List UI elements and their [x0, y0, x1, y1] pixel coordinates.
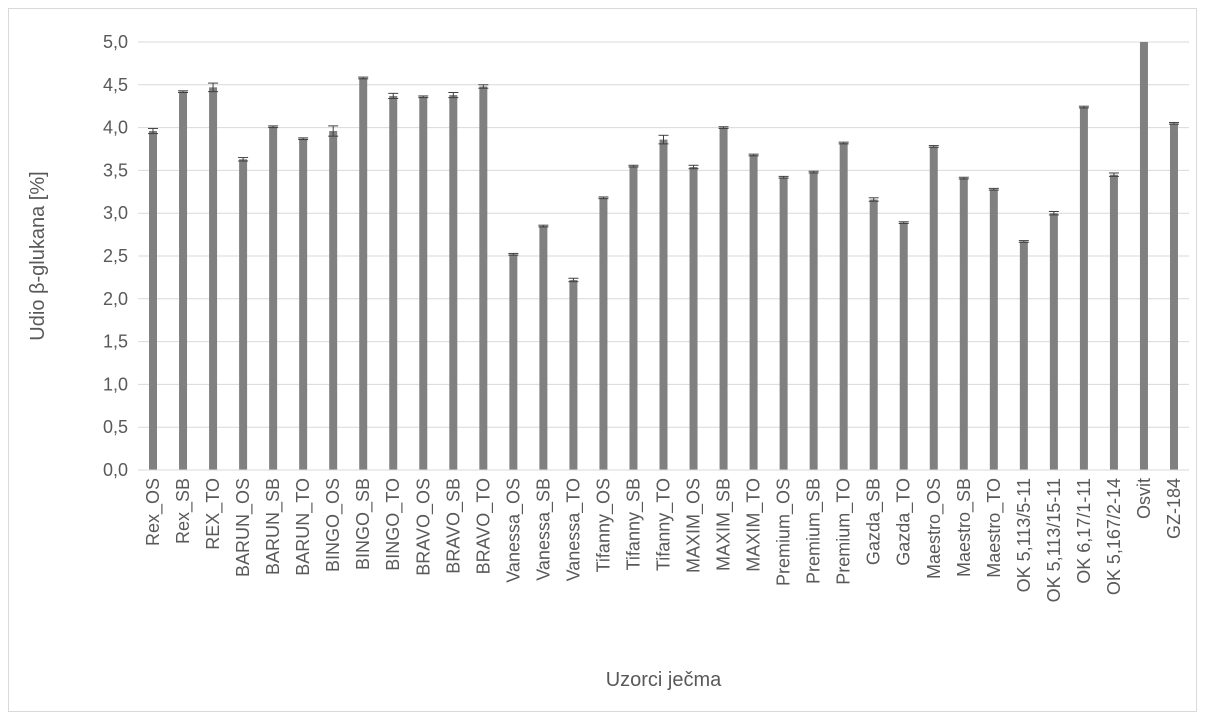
- error-bars: [148, 76, 1179, 283]
- x-tick-label: OK 5,167/2-14: [1104, 478, 1124, 595]
- bar: [839, 143, 848, 470]
- bar: [479, 86, 488, 471]
- x-tick-label: BRAVO_OS: [413, 478, 434, 576]
- x-tick-label: MAXIM_SB: [714, 478, 735, 571]
- x-tick-label: Rex_SB: [173, 478, 194, 544]
- bar: [749, 154, 758, 470]
- bar: [629, 166, 638, 470]
- bar: [1139, 42, 1148, 470]
- y-axis-ticks: 0,0 0,5 1,0 1,5 2,0 2,5 3,0 3,5 4,0 4,5 5,0: [103, 32, 128, 480]
- y-tick-label: 2,0: [103, 289, 128, 309]
- bar: [509, 254, 518, 470]
- bar: [689, 166, 698, 470]
- x-tick-label: GZ-184: [1164, 478, 1184, 539]
- x-tick-label: Maestro_TO: [984, 478, 1005, 578]
- bar: [719, 127, 728, 470]
- x-tick-label: OK 5,113/15-11: [1044, 478, 1064, 602]
- x-tick-label: OK 6,17/1-11: [1074, 478, 1094, 584]
- y-tick-label: 1,0: [103, 374, 128, 394]
- y-tick-label: 3,5: [103, 160, 128, 180]
- x-axis-ticks: Rex_OS Rex_SB REX_TO BARUN_OS BARUN_SB BARUN_…: [143, 478, 1184, 602]
- x-tick-label: MAXIM_TO: [744, 478, 765, 572]
- x-tick-label: BARUN_TO: [293, 478, 314, 576]
- x-tick-label: BRAVO_TO: [473, 478, 494, 574]
- x-tick-label: Vanessa_SB: [533, 478, 554, 581]
- bar: [449, 95, 458, 471]
- bar: [1019, 241, 1028, 470]
- bar: [599, 197, 608, 471]
- y-tick-label: 2,5: [103, 246, 128, 266]
- bar: [1109, 174, 1118, 470]
- bar: [389, 95, 398, 470]
- y-tick-label: 1,5: [103, 332, 128, 352]
- x-tick-label: Premium_SB: [804, 478, 825, 584]
- bar: [359, 77, 368, 471]
- bar: [929, 146, 938, 470]
- bar: [269, 126, 278, 470]
- bar: [809, 172, 818, 470]
- bar: [149, 131, 158, 471]
- y-tick-label: 4,5: [103, 75, 128, 95]
- bar: [329, 131, 338, 471]
- x-tick-label: MAXIM_OS: [684, 478, 705, 573]
- bar: [419, 96, 428, 470]
- y-tick-label: 0,0: [103, 460, 128, 480]
- x-tick-label: Gazda_TO: [894, 478, 915, 566]
- y-tick-label: 0,5: [103, 417, 128, 437]
- bar: [539, 226, 548, 470]
- x-tick-label: Osvit: [1134, 478, 1154, 519]
- x-tick-label: Vanessa_OS: [503, 478, 524, 583]
- y-tick-label: 3,0: [103, 203, 128, 223]
- x-tick-label: BINGO_OS: [323, 478, 344, 572]
- bar: [659, 139, 668, 471]
- bar: [299, 138, 308, 470]
- x-tick-label: Tifanny_TO: [654, 478, 675, 571]
- bar: [869, 199, 878, 470]
- x-axis-title: Uzorci ječma: [606, 669, 722, 691]
- x-tick-label: BRAVO_SB: [443, 478, 464, 574]
- x-tick-label: Premium_OS: [774, 478, 795, 586]
- x-tick-label: Maestro_SB: [954, 478, 975, 577]
- x-tick-label: OK 5,113/5-11: [1014, 478, 1034, 592]
- y-axis-title: Udio β-glukana [%]: [27, 171, 49, 340]
- bar: [1079, 107, 1088, 470]
- bar: [239, 159, 248, 470]
- x-tick-label: Premium_TO: [834, 478, 855, 585]
- bar: [209, 87, 218, 471]
- bar-chart: 0,0 0,5 1,0 1,5 2,0 2,5 3,0 3,5 4,0 4,5 5,0 Rex_OS…: [27, 32, 1189, 691]
- x-tick-label: REX_TO: [203, 478, 224, 550]
- y-tick-label: 5,0: [103, 32, 128, 52]
- bar: [569, 279, 578, 470]
- bar: [1049, 213, 1058, 470]
- bar: [959, 178, 968, 470]
- chart-area: 0,0 0,5 1,0 1,5 2,0 2,5 3,0 3,5 4,0 4,5 5,0 Rex_OS…: [8, 8, 1197, 712]
- bar: [779, 177, 788, 471]
- x-tick-label: Tifanny_SB: [623, 478, 644, 570]
- bar: [899, 222, 908, 470]
- x-tick-label: BARUN_SB: [263, 478, 284, 575]
- x-tick-label: BINGO_SB: [353, 478, 374, 570]
- bar: [989, 189, 998, 470]
- x-tick-label: BARUN_OS: [233, 478, 254, 577]
- y-tick-label: 4,0: [103, 118, 128, 138]
- x-tick-label: Vanessa_TO: [563, 478, 584, 581]
- x-tick-label: Gazda_SB: [864, 478, 885, 565]
- x-tick-label: BINGO_TO: [383, 478, 404, 571]
- x-tick-label: Maestro_OS: [924, 478, 945, 579]
- x-tick-label: Rex_OS: [143, 478, 164, 546]
- bar: [1169, 123, 1178, 470]
- x-tick-label: Tifanny_OS: [593, 478, 614, 572]
- bar: [179, 91, 188, 470]
- bars: [149, 42, 1178, 471]
